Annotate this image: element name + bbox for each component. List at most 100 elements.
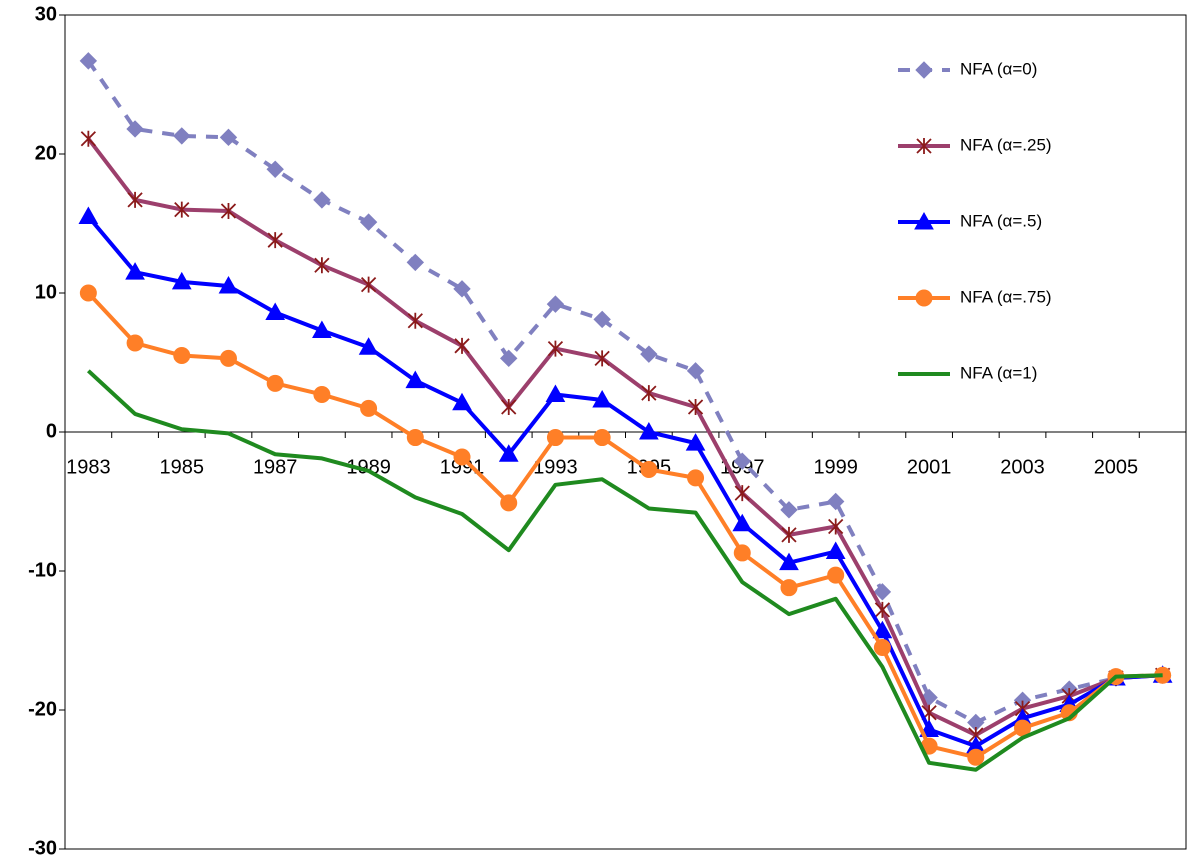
data-point [313,191,331,209]
legend-marker [915,61,933,79]
data-point [546,429,564,447]
data-point [407,312,423,329]
data-point [267,232,283,249]
series-line [86,291,1163,760]
x-tick-label: 2003 [1000,456,1045,478]
data-point [360,276,377,293]
data-point [79,52,98,70]
data-point [314,257,330,274]
x-tick-label: 1985 [160,456,205,478]
data-point [219,128,238,147]
legend-label: NFA (α=.75) [960,287,1052,306]
y-tick-label: 30 [35,3,57,25]
legend-label: NFA (α=0) [960,59,1037,78]
series-line [86,59,1163,725]
y-tick-label: -10 [28,559,57,581]
data-point [594,350,610,367]
y-tick-label: -30 [28,837,57,859]
data-point [687,469,705,487]
legend-marker [914,211,934,230]
data-point [685,433,706,451]
x-tick-label: 1991 [440,456,485,478]
data-point [734,485,750,502]
data-point [826,492,845,511]
series-line [86,137,1163,738]
data-point [592,390,613,408]
data-point [266,160,284,178]
data-point [780,501,798,519]
data-point [360,399,378,417]
data-point [640,461,658,479]
data-point [80,130,96,147]
data-point [453,448,471,466]
x-tick-label: 1987 [253,456,298,478]
data-point [406,429,424,447]
data-point [500,494,518,512]
data-point [733,452,751,470]
data-point [313,385,331,403]
data-point [827,566,845,584]
data-point [873,638,891,656]
data-point [454,337,470,354]
data-point [453,280,471,298]
data-point [79,284,97,302]
data-point [127,191,143,208]
data-point [546,295,565,313]
data-point [545,384,566,402]
data-point [218,276,239,294]
data-point [687,398,704,415]
data-point [219,349,237,367]
data-point [733,544,751,562]
legend-marker [916,138,932,154]
data-point [125,262,145,280]
x-tick-label: 1999 [813,456,858,478]
data-point [641,385,657,402]
data-point [593,310,611,329]
legend-label: NFA (α=.5) [960,211,1042,230]
data-point [732,513,753,532]
data-point [498,444,519,462]
series-line [86,215,1163,749]
data-point [265,302,286,320]
y-tick-label: 0 [46,420,57,442]
series-line [86,369,1163,772]
data-point [500,349,518,368]
y-tick-label: 20 [35,142,57,164]
data-point [312,320,332,339]
data-point [126,334,144,352]
legend-label: NFA (α=1) [960,363,1037,382]
legend-label: NFA (α=.25) [960,135,1052,154]
data-point [593,429,611,447]
data-point [220,202,237,219]
data-point [967,748,985,766]
data-point [452,392,472,411]
x-tick-label: 1993 [533,456,578,478]
data-point [825,541,846,560]
data-point [828,518,844,535]
data-point [406,253,425,272]
data-point [874,601,891,618]
data-point [686,362,705,380]
data-point [174,201,190,218]
data-point [501,398,517,415]
x-tick-label: 2005 [1094,456,1139,478]
y-tick-label: 10 [35,281,57,303]
x-tick-label: 2001 [907,456,952,478]
data-point [266,374,284,392]
data-point [173,127,191,145]
data-point [126,120,144,138]
data-point [171,271,192,290]
data-point [873,583,892,601]
x-tick-label: 1989 [346,456,391,478]
data-point [640,345,658,363]
data-point [779,552,799,571]
data-point [638,421,659,440]
legend-marker [915,289,933,307]
data-point [781,526,797,543]
data-point [405,370,426,389]
data-point [780,579,798,597]
data-point [547,340,564,357]
data-point [173,347,191,365]
y-tick-label: -20 [28,698,57,720]
